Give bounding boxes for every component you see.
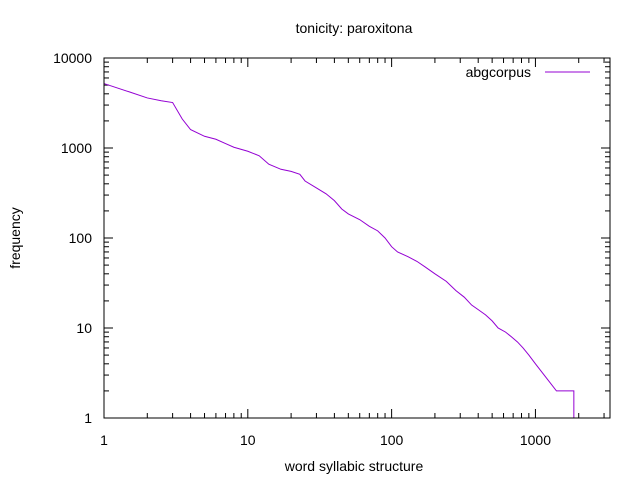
axis-ticks: 1 10 100 1000 1 10 100 1000 10000 xyxy=(53,50,610,448)
y-tick-label: 100 xyxy=(69,230,93,246)
legend: abgcorpus xyxy=(466,64,590,80)
x-tick-label: 10 xyxy=(240,432,256,448)
x-tick-label: 100 xyxy=(380,432,404,448)
y-tick-label: 10 xyxy=(76,320,92,336)
series-line-0 xyxy=(103,83,575,418)
y-tick-label: 1 xyxy=(84,410,92,426)
x-tick-label: 1 xyxy=(100,432,108,448)
series-layer xyxy=(103,83,575,418)
y-tick-label: 1000 xyxy=(61,140,92,156)
y-tick-label: 10000 xyxy=(53,50,92,66)
y-axis-label: frequency xyxy=(7,207,23,268)
plot-frame xyxy=(103,57,611,419)
x-tick-label: 1000 xyxy=(520,432,551,448)
x-axis-label: word syllabic structure xyxy=(284,458,424,474)
legend-entry-label: abgcorpus xyxy=(466,64,531,80)
chart-title: tonicity: paroxitona xyxy=(296,20,413,36)
